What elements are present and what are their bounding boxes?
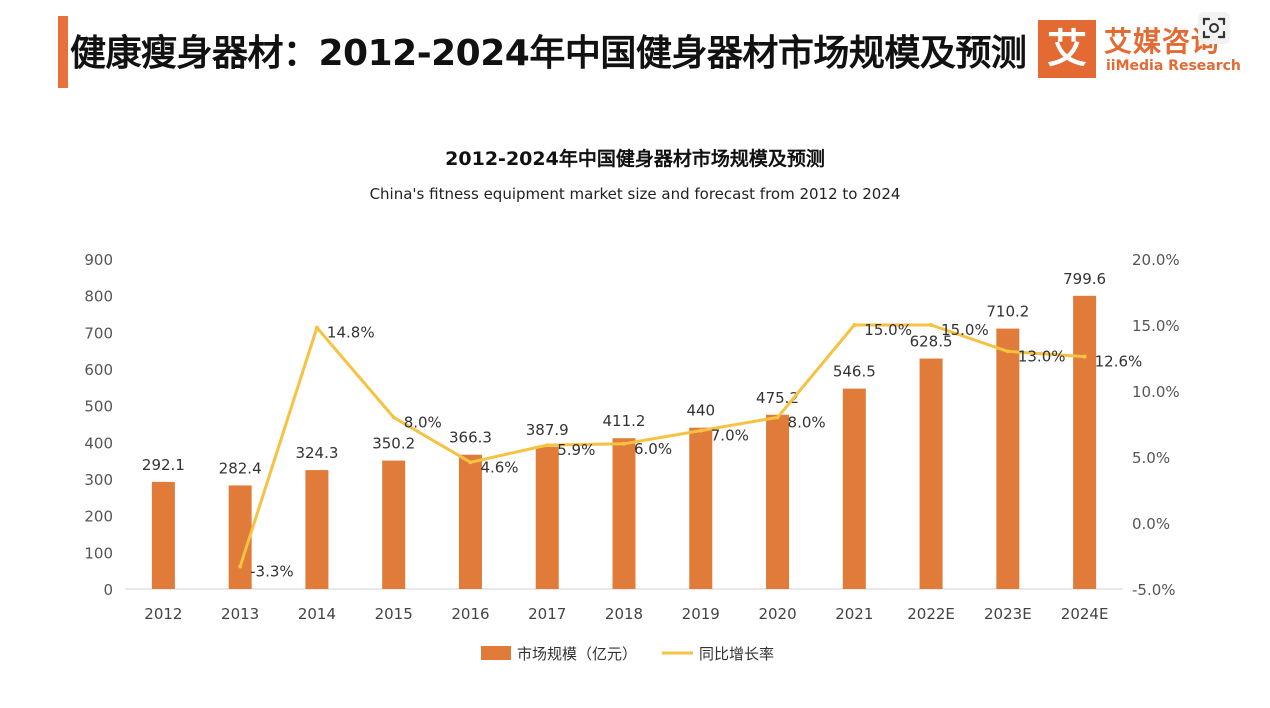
- bar-data-label: 292.1: [142, 456, 185, 474]
- legend-line-label: 同比增长率: [699, 645, 774, 663]
- y-right-tick-label: 10.0%: [1132, 383, 1180, 401]
- y-left-tick-label: 700: [84, 324, 113, 342]
- growth-point: [852, 323, 857, 327]
- scan-icon[interactable]: [1198, 12, 1230, 44]
- bar-data-label: 411.2: [603, 412, 646, 430]
- growth-point: [468, 460, 473, 465]
- y-left-tick-label: 200: [84, 508, 113, 526]
- x-tick-label: 2021: [835, 605, 873, 623]
- y-right-tick-label: 5.0%: [1132, 449, 1170, 467]
- x-tick-label: 2018: [605, 605, 643, 623]
- growth-point: [391, 415, 396, 420]
- growth-data-label: 7.0%: [711, 427, 749, 445]
- y-right-tick-label: 15.0%: [1132, 317, 1180, 335]
- bar-data-label: 350.2: [372, 435, 415, 453]
- x-tick-label: 2015: [375, 605, 413, 623]
- title-accent-bar: [58, 16, 68, 88]
- bar: [458, 454, 482, 589]
- x-tick-label: 2014: [298, 605, 336, 623]
- y-left-tick-label: 400: [84, 434, 113, 452]
- growth-point: [314, 325, 319, 330]
- bar-data-label: 710.2: [986, 303, 1029, 321]
- y-left-tick-label: 600: [84, 361, 113, 379]
- growth-data-label: 8.0%: [788, 413, 826, 431]
- legend-bar-label: 市场规模（亿元）: [517, 645, 637, 663]
- chart-subtitle: China's fitness equipment market size an…: [370, 185, 901, 203]
- y-left-tick-label: 500: [84, 398, 113, 416]
- bar: [612, 438, 636, 589]
- y-right-tick-label: -5.0%: [1132, 581, 1176, 599]
- growth-data-label: -3.3%: [250, 563, 294, 581]
- bar: [305, 470, 329, 589]
- x-tick-label: 2017: [528, 605, 566, 623]
- growth-point: [929, 323, 934, 327]
- y-right-tick-label: 20.0%: [1132, 251, 1180, 269]
- legend-bar-swatch: [481, 646, 511, 660]
- page-title: 健康瘦身器材：2012-2024年中国健身器材市场规模及预测: [70, 33, 1027, 74]
- x-tick-label: 2024E: [1061, 605, 1109, 623]
- x-tick-label: 2013: [221, 605, 259, 623]
- y-left-tick-label: 100: [84, 544, 113, 562]
- growth-point: [775, 415, 780, 420]
- x-tick-label: 2022E: [907, 605, 955, 623]
- growth-data-label: 15.0%: [941, 321, 989, 339]
- bar-data-label: 799.6: [1063, 270, 1106, 288]
- logo-name-en: iiMedia Research: [1106, 58, 1241, 74]
- x-tick-label: 2020: [758, 605, 796, 623]
- bar-data-label: 546.5: [833, 363, 876, 381]
- iimedia-logo: 艾 艾媒咨询 iiMedia Research: [1038, 20, 1241, 80]
- chart-title: 2012-2024年中国健身器材市场规模及预测: [445, 147, 825, 170]
- bar: [766, 414, 790, 589]
- bar: [996, 328, 1020, 589]
- growth-data-label: 15.0%: [864, 321, 912, 339]
- bar: [151, 481, 175, 589]
- x-tick-label: 2023E: [984, 605, 1032, 623]
- bar-data-label: 366.3: [449, 429, 492, 447]
- growth-data-label: 12.6%: [1095, 353, 1143, 371]
- bar-data-label: 387.9: [526, 421, 569, 439]
- bar-data-label: 282.4: [219, 459, 262, 477]
- growth-data-label: 8.0%: [404, 413, 442, 431]
- bar: [228, 485, 252, 589]
- growth-data-label: 5.9%: [557, 441, 595, 459]
- bar: [842, 388, 866, 589]
- y-left-tick-label: 800: [84, 288, 113, 306]
- y-left-tick-label: 300: [84, 471, 113, 489]
- x-tick-label: 2012: [144, 605, 182, 623]
- growth-data-label: 13.0%: [1018, 347, 1066, 365]
- growth-point: [1082, 354, 1087, 359]
- y-left-tick-label: 0: [103, 581, 113, 599]
- bar: [919, 358, 943, 589]
- bar-data-label: 440: [686, 402, 715, 420]
- growth-point: [622, 441, 626, 446]
- growth-data-label: 14.8%: [327, 324, 375, 342]
- x-tick-label: 2019: [682, 605, 720, 623]
- bar: [535, 446, 559, 589]
- growth-point: [1005, 349, 1010, 354]
- bar: [1073, 295, 1097, 589]
- growth-data-label: 4.6%: [480, 458, 518, 476]
- growth-point: [545, 443, 550, 448]
- growth-data-label: 6.0%: [634, 440, 672, 458]
- bar: [382, 460, 406, 589]
- growth-line: [238, 323, 1085, 568]
- bar-data-label: 324.3: [295, 444, 338, 462]
- growth-point: [698, 428, 703, 433]
- bar: [689, 427, 713, 589]
- x-tick-label: 2016: [451, 605, 489, 623]
- growth-point: [238, 564, 243, 569]
- bar-data-label: 628.5: [910, 333, 953, 351]
- y-right-tick-label: 0.0%: [1132, 515, 1170, 533]
- logo-mark: 艾: [1038, 20, 1096, 78]
- y-left-tick-label: 900: [84, 251, 113, 269]
